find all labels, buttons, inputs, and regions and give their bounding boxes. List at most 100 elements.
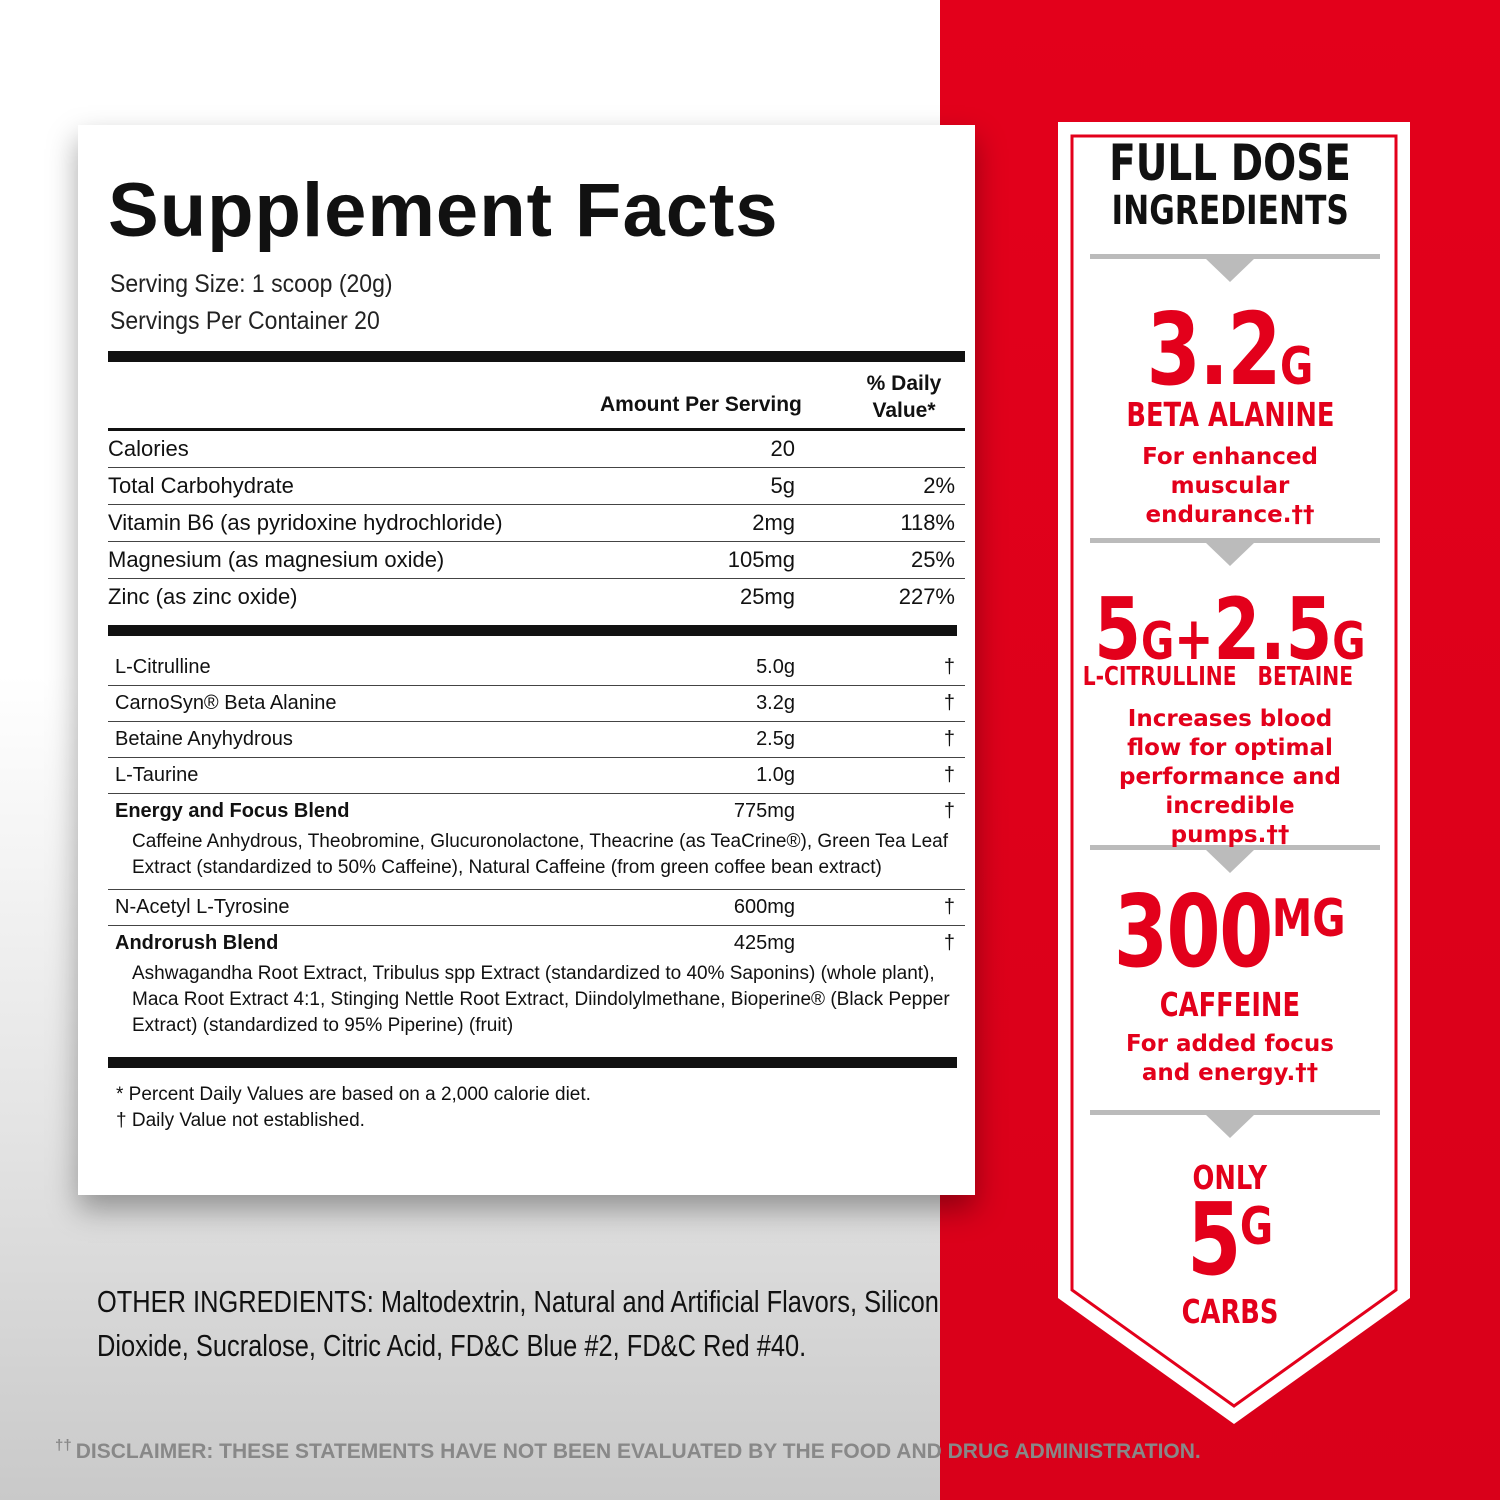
unit: G bbox=[1280, 337, 1314, 397]
label: ONLY bbox=[1192, 1158, 1268, 1197]
fact-name: Betaine Anyhydrous bbox=[115, 728, 293, 750]
fact-amount: 2mg bbox=[752, 510, 795, 535]
fact-name: Magnesium (as magnesium oxide) bbox=[108, 547, 445, 572]
pump-number: 5G+2.5G bbox=[1030, 580, 1430, 680]
carbs-top: ONLY bbox=[1030, 1158, 1430, 1197]
facts-panel: Supplement Facts Serving Size: 1 scoop (… bbox=[78, 125, 975, 1195]
fact-dv: † bbox=[943, 764, 955, 786]
facts-rows: Calories 20 Total Carbohydrate 5g 2% Vitamin … bbox=[108, 428, 965, 1134]
pump-desc: Increases blood flow for optimal perform… bbox=[1105, 705, 1355, 850]
description: For enhanced muscular endurance.†† bbox=[1142, 444, 1318, 528]
fact-amount: 5g bbox=[770, 473, 795, 498]
fact-amount: 1.0g bbox=[756, 764, 795, 786]
footnote: † Daily Value not established. bbox=[116, 1110, 365, 1131]
fact-row: Betaine Anyhydrous 2.5g † bbox=[108, 721, 965, 757]
fact-row: Magnesium (as magnesium oxide) 105mg 25% bbox=[108, 541, 965, 578]
unit: G bbox=[1332, 612, 1366, 672]
footnote: * Percent Daily Values are based on a 2,… bbox=[116, 1084, 591, 1105]
number: 300 bbox=[1114, 873, 1274, 990]
fact-row: Energy and Focus Blend 775mg † bbox=[108, 793, 965, 829]
fact-amount: 600mg bbox=[733, 896, 795, 918]
fact-dv: † bbox=[943, 932, 955, 954]
banner-title-line: FULL DOSE bbox=[1109, 134, 1351, 192]
fact-amount: 425mg bbox=[733, 932, 795, 954]
description: For added focus and energy.†† bbox=[1126, 1031, 1334, 1086]
fact-name: Zinc (as zinc oxide) bbox=[108, 584, 298, 609]
other-ingredients: OTHER INGREDIENTS: Maltodextrin, Natural… bbox=[97, 1280, 1007, 1368]
fact-row: N-Acetyl L-Tyrosine 600mg † bbox=[108, 889, 965, 925]
fact-name: Androrush Blend bbox=[115, 932, 279, 954]
beta-label: BETA ALANINE bbox=[1030, 395, 1430, 434]
fact-row: Vitamin B6 (as pyridoxine hydrochloride)… bbox=[108, 504, 965, 541]
fact-name: Vitamin B6 (as pyridoxine hydrochloride) bbox=[108, 510, 503, 535]
fact-row: Zinc (as zinc oxide) 25mg 227% bbox=[108, 578, 965, 615]
fact-amount: 105mg bbox=[727, 547, 795, 572]
plus: + bbox=[1174, 604, 1214, 674]
description: Increases blood flow for optimal perform… bbox=[1118, 706, 1341, 848]
fact-name: L-Citrulline bbox=[115, 656, 211, 678]
label: CARBS bbox=[1181, 1292, 1279, 1331]
fact-detail: Ashwagandha Root Extract, Tribulus spp E… bbox=[132, 963, 950, 1036]
dv-header: % Daily Value* bbox=[866, 372, 942, 422]
number: 5 bbox=[1094, 580, 1142, 680]
serving-size: Serving Size: 1 scoop (20g) bbox=[110, 270, 393, 298]
banner bbox=[1058, 122, 1410, 1424]
fact-name: CarnoSyn® Beta Alanine bbox=[115, 692, 337, 714]
other-label: OTHER INGREDIENTS: bbox=[97, 1284, 374, 1319]
fact-row: Total Carbohydrate 5g 2% bbox=[108, 467, 965, 504]
caffeine-label: CAFFEINE bbox=[1030, 985, 1430, 1024]
fact-name: Energy and Focus Blend bbox=[115, 800, 350, 822]
fact-amount: 775mg bbox=[733, 800, 795, 822]
fact-amount: 25mg bbox=[739, 584, 795, 609]
fact-dv: † bbox=[943, 728, 955, 750]
number: 2.5 bbox=[1213, 580, 1333, 680]
fact-row: L-Citrulline 5.0g † bbox=[108, 650, 965, 685]
fact-name: L-Taurine bbox=[115, 764, 199, 786]
number: 3.2 bbox=[1146, 291, 1282, 408]
fact-detail: Caffeine Anhydrous, Theobromine, Glucuro… bbox=[132, 831, 949, 878]
pump-label: L-CITRULLINE bbox=[1050, 662, 1270, 692]
unit: G bbox=[1239, 1197, 1274, 1257]
fact-dv: 25% bbox=[910, 547, 955, 572]
amount-header: Amount Per Serving bbox=[600, 393, 802, 416]
fact-row: Androrush Blend 425mg † bbox=[108, 925, 965, 961]
label: L-CITRULLINE bbox=[1083, 662, 1237, 692]
fact-dv: 118% bbox=[900, 510, 955, 535]
facts-title: Supplement Facts bbox=[108, 168, 779, 253]
label: BETA ALANINE bbox=[1125, 395, 1335, 434]
label: BETAINE bbox=[1257, 662, 1353, 692]
banner-title-line: INGREDIENTS bbox=[1111, 188, 1349, 234]
fact-dv: † bbox=[943, 692, 955, 714]
fact-amount: 3.2g bbox=[756, 692, 795, 714]
disclaimer: †† DISCLAIMER: THESE STATEMENTS HAVE NOT … bbox=[55, 1437, 1201, 1464]
fact-name: N-Acetyl L-Tyrosine bbox=[115, 896, 290, 918]
fact-name: Calories bbox=[108, 436, 189, 461]
dividers bbox=[1090, 254, 1380, 1138]
servings-per-container: Servings Per Container 20 bbox=[110, 307, 380, 335]
rule bbox=[108, 351, 965, 362]
unit: G bbox=[1141, 612, 1175, 672]
fact-dv: 227% bbox=[898, 584, 955, 609]
banner-title: FULL DOSE bbox=[1030, 134, 1430, 192]
beta-number: 3.2G bbox=[1030, 300, 1430, 400]
fact-amount: 2.5g bbox=[756, 728, 795, 750]
caffeine-number: 300MG bbox=[1030, 882, 1430, 982]
fact-row: CarnoSyn® Beta Alanine 3.2g † bbox=[108, 685, 965, 721]
fact-dv: † bbox=[943, 800, 955, 822]
beta-desc: For enhanced muscular endurance.†† bbox=[1090, 443, 1370, 530]
carbs-label: CARBS bbox=[1030, 1292, 1430, 1331]
fact-amount: 20 bbox=[770, 436, 795, 461]
fact-amount: 5.0g bbox=[756, 656, 795, 678]
unit: MG bbox=[1272, 889, 1346, 949]
label: CAFFEINE bbox=[1159, 985, 1301, 1024]
fact-row: L-Taurine 1.0g † bbox=[108, 757, 965, 793]
fact-dv: † bbox=[943, 896, 955, 918]
banner-border bbox=[1070, 134, 1398, 1408]
fact-dv: 2% bbox=[923, 473, 955, 498]
rule bbox=[108, 625, 957, 636]
rule bbox=[108, 1057, 957, 1068]
fact-row: Calories 20 bbox=[108, 428, 965, 467]
fact-name: Total Carbohydrate bbox=[108, 473, 294, 498]
